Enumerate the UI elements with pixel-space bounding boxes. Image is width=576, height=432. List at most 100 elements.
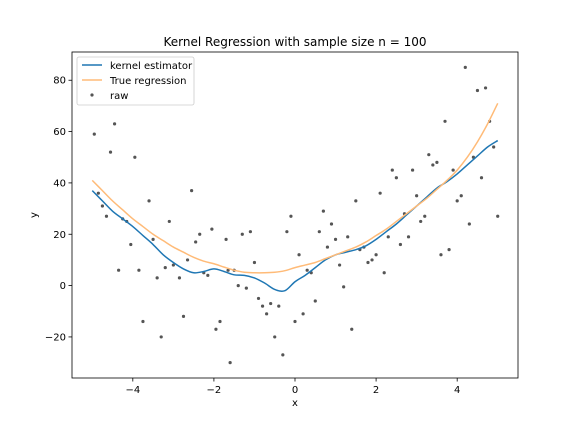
x-tick-label: −2 (207, 385, 222, 396)
x-axis: −4 −2 0 2 4 (125, 378, 460, 396)
chart-title: Kernel Regression with sample size n = 1… (164, 35, 427, 49)
raw-point (112, 122, 117, 126)
raw-point (447, 248, 451, 252)
raw-point (206, 273, 210, 277)
y-axis-label: y (29, 212, 40, 218)
raw-point (427, 153, 431, 157)
raw-point (100, 204, 105, 208)
x-tick-label: −4 (125, 385, 140, 396)
raw-point (277, 304, 281, 308)
raw-point (273, 335, 277, 339)
raw-point (406, 235, 411, 239)
raw-point (240, 232, 244, 236)
y-tick-label: 40 (53, 178, 66, 189)
raw-point (382, 271, 386, 275)
raw-point (463, 65, 467, 70)
raw-point (317, 230, 321, 234)
raw-point (96, 191, 100, 195)
raw-point (342, 285, 346, 289)
raw-point (439, 253, 443, 257)
legend-label-kernel-estimator: kernel estimator (110, 61, 193, 72)
raw-point (151, 237, 155, 241)
y-axis: −20 0 20 40 60 80 (45, 76, 72, 343)
raw-point (117, 268, 121, 272)
raw-point (228, 360, 232, 365)
raw-point (496, 214, 500, 218)
raw-point (177, 276, 182, 280)
raw-point (190, 189, 194, 193)
raw-point (366, 260, 370, 265)
y-tick-label: 0 (60, 281, 66, 292)
raw-point (269, 301, 273, 306)
raw-point (431, 163, 435, 167)
raw-point (236, 283, 240, 288)
raw-point (370, 258, 374, 262)
raw-point (265, 312, 269, 316)
raw-point (181, 314, 186, 318)
raw-point (313, 299, 317, 303)
raw-point (137, 268, 141, 272)
raw-point (467, 222, 471, 226)
raw-point (244, 286, 248, 290)
raw-point (104, 214, 109, 218)
raw-point (167, 219, 171, 224)
raw-point (329, 222, 334, 226)
y-tick-label: 80 (53, 76, 66, 87)
series-line-true-regression (91, 103, 499, 274)
raw-point (159, 335, 163, 339)
raw-point (252, 260, 257, 265)
x-tick-label: 0 (292, 385, 298, 396)
raw-point (141, 319, 145, 324)
raw-point (198, 232, 202, 236)
raw-point (210, 227, 214, 231)
raw-point (394, 176, 398, 180)
raw-point (378, 191, 382, 195)
raw-point (443, 119, 447, 123)
raw-point (260, 304, 265, 308)
raw-point (171, 263, 175, 267)
raw-point (147, 199, 151, 203)
raw-point (419, 219, 423, 224)
raw-point (435, 160, 439, 164)
raw-point (218, 319, 222, 324)
y-tick-label: 20 (53, 230, 66, 241)
raw-point (155, 276, 159, 280)
raw-point (390, 168, 394, 172)
raw-point (185, 258, 190, 262)
raw-point (224, 237, 228, 241)
raw-point (333, 237, 338, 241)
raw-point (194, 240, 198, 244)
raw-point (479, 176, 484, 180)
legend-swatch-raw (90, 93, 94, 97)
raw-point (129, 242, 133, 247)
raw-point (459, 194, 463, 198)
raw-point (214, 327, 218, 331)
raw-point (108, 150, 113, 154)
y-tick-label: −20 (45, 332, 66, 343)
raw-point (350, 327, 354, 331)
raw-point (354, 199, 358, 203)
raw-point (297, 253, 301, 257)
raw-point (133, 155, 137, 159)
raw-point (256, 296, 261, 301)
raw-point (374, 253, 378, 257)
raw-point (423, 214, 427, 218)
raw-point (285, 230, 289, 234)
raw-point (346, 235, 350, 239)
raw-point (398, 242, 403, 247)
legend-label-true-regression: True regression (109, 76, 187, 87)
legend-label-raw: raw (110, 91, 128, 102)
raw-point (305, 268, 309, 272)
y-tick-label: 60 (53, 127, 66, 138)
raw-point (386, 235, 390, 239)
x-tick-label: 4 (454, 385, 460, 396)
raw-point (325, 245, 330, 249)
raw-point (475, 88, 480, 93)
raw-point (338, 263, 342, 267)
raw-point (301, 312, 305, 316)
raw-point (163, 266, 167, 270)
x-tick-label: 2 (373, 385, 379, 396)
raw-point (455, 199, 459, 203)
series-line-kernel-estimator (91, 139, 499, 292)
